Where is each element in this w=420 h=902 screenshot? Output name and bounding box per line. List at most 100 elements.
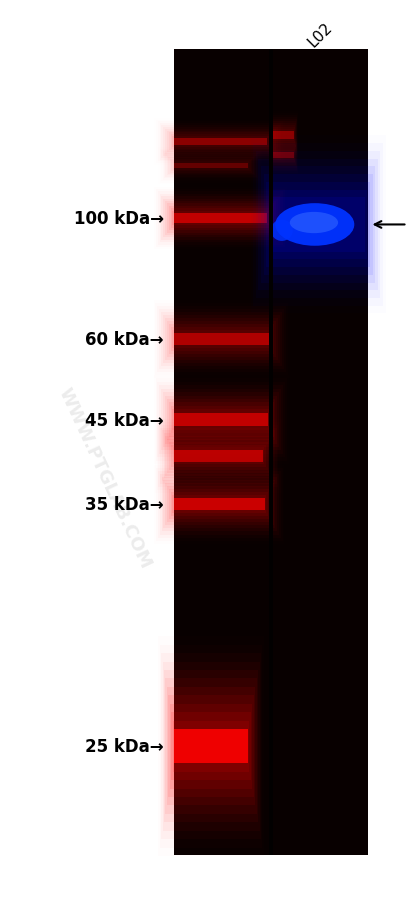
- Bar: [270, 143, 297, 169]
- Text: WWW.PTGLAB.COM: WWW.PTGLAB.COM: [55, 385, 155, 571]
- Text: 25 kDa→: 25 kDa→: [85, 737, 164, 755]
- Ellipse shape: [290, 213, 338, 234]
- Bar: [163, 392, 279, 447]
- Bar: [167, 687, 255, 805]
- Bar: [173, 721, 249, 772]
- Bar: [272, 150, 295, 162]
- Bar: [270, 115, 297, 156]
- Bar: [154, 188, 287, 250]
- Bar: [171, 135, 270, 150]
- Bar: [155, 419, 282, 493]
- Bar: [271, 124, 296, 148]
- Bar: [273, 130, 294, 142]
- Bar: [160, 474, 279, 535]
- Bar: [272, 125, 295, 146]
- Bar: [167, 486, 272, 523]
- Bar: [169, 133, 272, 152]
- Bar: [163, 316, 280, 364]
- Bar: [174, 50, 368, 855]
- Bar: [163, 128, 278, 157]
- Bar: [165, 483, 274, 526]
- Bar: [173, 137, 268, 148]
- Bar: [171, 161, 251, 172]
- Bar: [258, 160, 378, 291]
- Bar: [161, 197, 280, 241]
- Bar: [174, 499, 265, 511]
- Bar: [163, 662, 260, 831]
- Bar: [155, 465, 284, 544]
- Bar: [152, 298, 291, 382]
- Bar: [269, 114, 298, 158]
- Bar: [158, 148, 264, 185]
- Bar: [171, 713, 251, 780]
- Bar: [273, 152, 294, 161]
- Bar: [161, 653, 261, 840]
- Bar: [163, 481, 276, 529]
- Bar: [165, 130, 276, 155]
- Bar: [171, 327, 273, 352]
- Bar: [256, 152, 381, 299]
- Text: L02: L02: [305, 20, 335, 51]
- Bar: [174, 730, 248, 763]
- Bar: [154, 375, 289, 465]
- Bar: [158, 472, 281, 538]
- Bar: [153, 417, 284, 496]
- Bar: [167, 132, 274, 153]
- Bar: [158, 637, 264, 856]
- Bar: [170, 160, 252, 173]
- Bar: [173, 448, 264, 465]
- Bar: [173, 495, 266, 514]
- Bar: [268, 133, 299, 179]
- Bar: [174, 139, 267, 146]
- Bar: [159, 309, 284, 370]
- Bar: [273, 152, 294, 159]
- Bar: [161, 151, 261, 182]
- Bar: [164, 434, 273, 479]
- Text: 35 kDa→: 35 kDa→: [85, 496, 164, 514]
- Bar: [173, 211, 268, 226]
- Bar: [161, 390, 281, 451]
- Bar: [253, 144, 383, 307]
- Bar: [152, 373, 291, 468]
- Bar: [153, 300, 290, 379]
- Bar: [165, 678, 257, 814]
- Bar: [164, 153, 258, 179]
- Bar: [163, 199, 278, 238]
- Bar: [173, 162, 249, 170]
- Bar: [169, 490, 270, 520]
- Ellipse shape: [271, 220, 293, 242]
- Bar: [156, 468, 283, 541]
- Bar: [157, 307, 286, 373]
- Bar: [269, 50, 273, 855]
- Bar: [155, 379, 287, 461]
- Bar: [157, 628, 265, 865]
- Bar: [169, 325, 275, 354]
- Bar: [171, 407, 272, 434]
- Bar: [169, 207, 272, 231]
- Bar: [272, 198, 365, 253]
- Bar: [160, 195, 281, 243]
- Bar: [160, 150, 262, 183]
- Bar: [165, 202, 276, 235]
- Bar: [268, 107, 299, 164]
- Bar: [161, 312, 282, 367]
- Bar: [173, 410, 270, 430]
- Bar: [157, 147, 265, 186]
- Bar: [164, 670, 258, 823]
- Bar: [168, 695, 254, 797]
- Text: 45 kDa→: 45 kDa→: [85, 411, 164, 429]
- Bar: [167, 321, 276, 358]
- Bar: [165, 437, 271, 476]
- Bar: [158, 382, 285, 458]
- Bar: [157, 422, 280, 490]
- Bar: [272, 148, 295, 164]
- Bar: [270, 120, 297, 152]
- Bar: [273, 132, 294, 140]
- Bar: [156, 121, 285, 164]
- Bar: [269, 138, 298, 174]
- Bar: [158, 123, 284, 162]
- Bar: [266, 183, 370, 268]
- Bar: [269, 112, 298, 160]
- Bar: [158, 192, 284, 245]
- Bar: [173, 330, 271, 349]
